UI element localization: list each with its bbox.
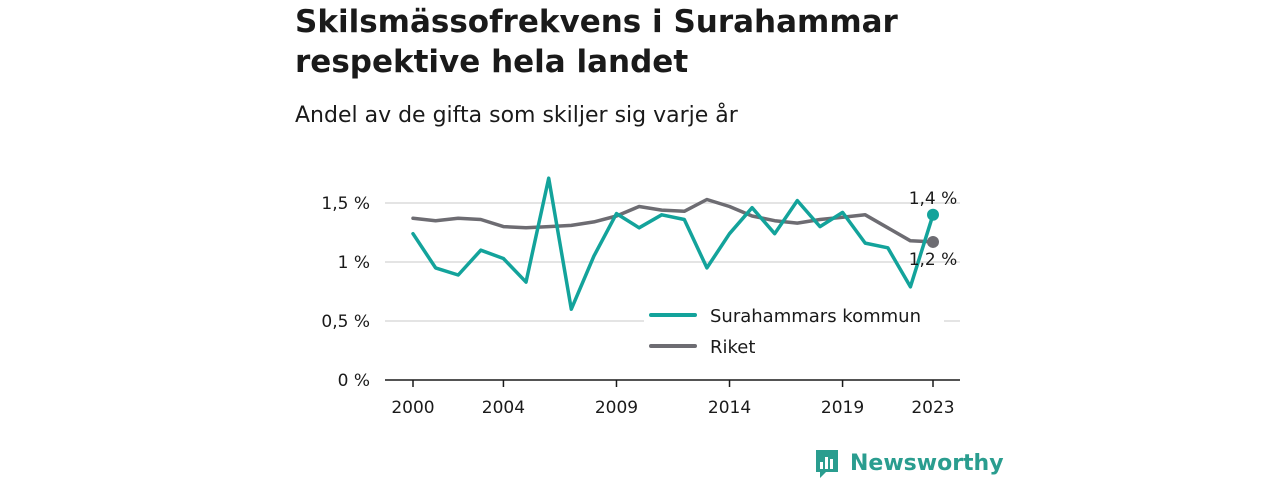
y-tick-label: 0,5 %: [321, 312, 370, 332]
legend-background: [644, 298, 944, 364]
end-label-surahammar: 1,4 %: [909, 189, 958, 209]
legend: Surahammars kommun Riket: [644, 298, 944, 364]
y-axis-labels: 0 % 0,5 % 1 % 1,5 %: [321, 194, 370, 391]
y-tick-label: 1 %: [338, 253, 370, 273]
x-tick-label: 2019: [821, 398, 864, 418]
x-tick-label: 2014: [708, 398, 751, 418]
line-chart: 2000 2004 2009 2014 2019 2023 0 % 0,5 % 1 % 1,5 …: [321, 176, 960, 418]
end-point-surahammar: [927, 208, 939, 221]
y-tick-label: 1,5 %: [321, 194, 370, 214]
x-tick-label: 2023: [911, 398, 954, 418]
end-label-riket: 1,2 %: [909, 250, 958, 270]
legend-label: Riket: [710, 337, 755, 358]
legend-label: Surahammars kommun: [710, 306, 921, 327]
series-line-riket: [411, 197, 935, 244]
x-axis: 2000 2004 2009 2014 2019 2023: [385, 379, 960, 418]
x-tick-label: 2009: [595, 398, 638, 418]
x-tick-label: 2004: [482, 398, 525, 418]
series-lines: 1,4 % 1,2 %: [411, 176, 958, 311]
brand-name: Newsworthy: [850, 450, 1004, 476]
bar-chart-icon: [814, 448, 840, 478]
end-point-riket: [927, 235, 939, 248]
series-line-surahammar: [411, 176, 935, 311]
x-tick-label: 2000: [391, 398, 434, 418]
brand-logo: Newsworthy: [814, 446, 1004, 480]
y-tick-label: 0 %: [338, 371, 370, 391]
chart-subtitle: Andel av de gifta som skiljer sig varje …: [295, 103, 738, 128]
chart-title: Skilsmässofrekvens i Surahammar respekti…: [295, 4, 898, 80]
